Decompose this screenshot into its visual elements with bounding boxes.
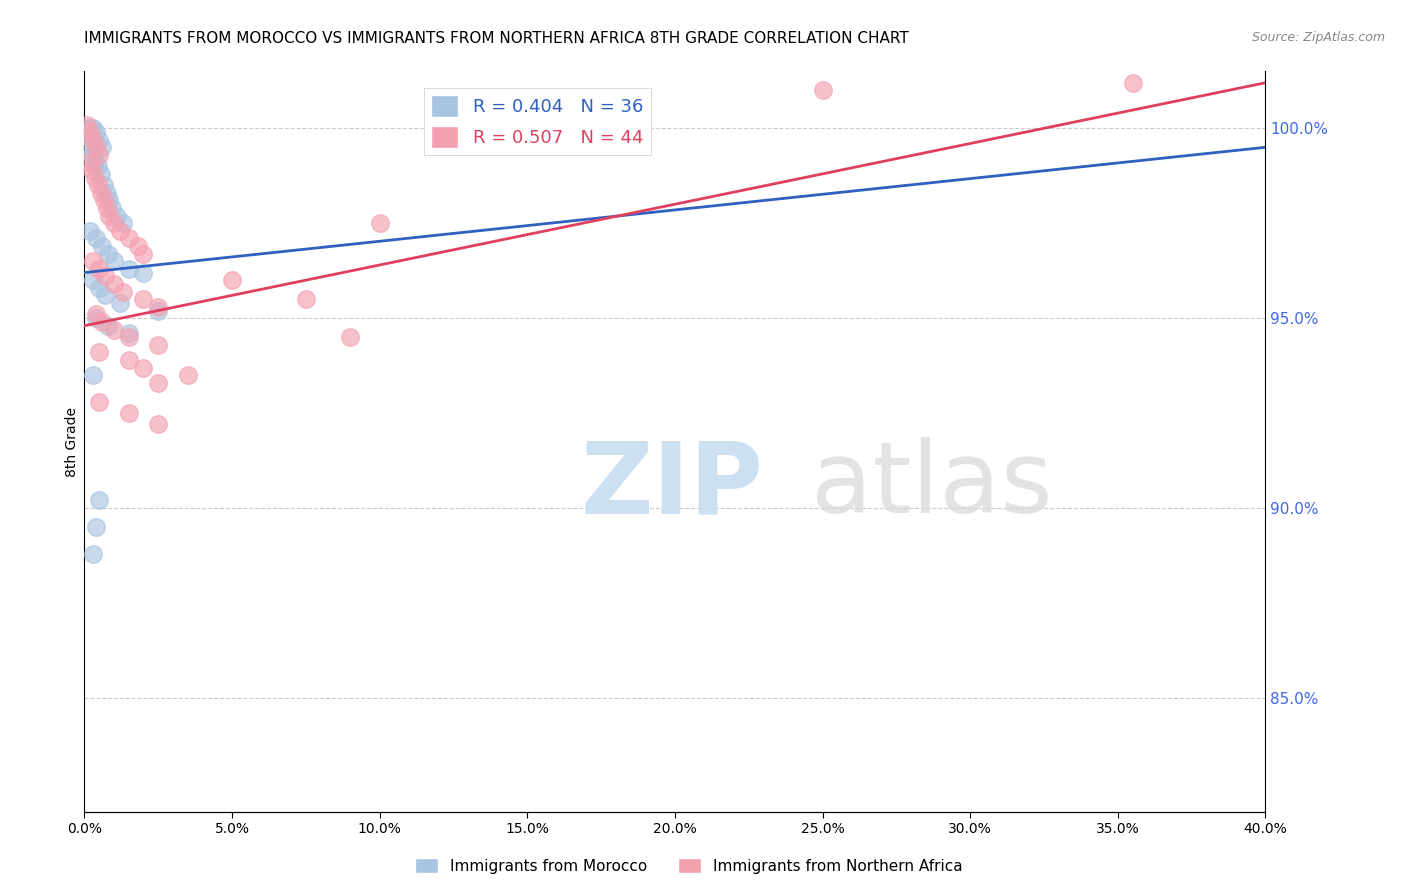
- Point: [148, 337, 170, 351]
- Legend: Immigrants from Morocco, Immigrants from Northern Africa: Immigrants from Morocco, Immigrants from…: [409, 852, 969, 880]
- Point: [103, 277, 125, 291]
- Point: [84, 311, 107, 326]
- Point: [84, 231, 107, 245]
- Point: [97, 318, 120, 333]
- Point: [101, 201, 124, 215]
- Point: [295, 292, 318, 306]
- Point: [98, 209, 121, 223]
- Point: [118, 406, 141, 420]
- Point: [339, 330, 361, 344]
- Point: [94, 288, 117, 302]
- Point: [368, 216, 391, 230]
- Point: [82, 254, 104, 268]
- Point: [97, 246, 120, 260]
- Point: [221, 273, 243, 287]
- Point: [1122, 76, 1144, 90]
- Point: [93, 178, 115, 193]
- Point: [118, 326, 141, 341]
- Point: [108, 296, 131, 310]
- Point: [89, 345, 111, 359]
- Point: [132, 266, 155, 280]
- Point: [82, 547, 104, 561]
- Point: [89, 281, 111, 295]
- Text: atlas: atlas: [811, 437, 1052, 534]
- Point: [86, 178, 108, 193]
- Point: [89, 133, 111, 147]
- Point: [79, 125, 101, 139]
- Point: [80, 163, 103, 178]
- Point: [89, 493, 111, 508]
- Point: [118, 261, 141, 276]
- Point: [98, 194, 121, 208]
- Point: [86, 159, 108, 173]
- Text: ZIP: ZIP: [581, 437, 763, 534]
- Point: [148, 300, 170, 314]
- Point: [89, 394, 111, 409]
- Point: [132, 360, 155, 375]
- Point: [82, 368, 104, 383]
- Text: IMMIGRANTS FROM MOROCCO VS IMMIGRANTS FROM NORTHERN AFRICA 8TH GRADE CORRELATION: IMMIGRANTS FROM MOROCCO VS IMMIGRANTS FR…: [84, 31, 910, 46]
- Point: [80, 148, 103, 162]
- Point: [82, 133, 104, 147]
- Point: [148, 303, 170, 318]
- Point: [91, 140, 114, 154]
- Point: [84, 125, 107, 139]
- Y-axis label: 8th Grade: 8th Grade: [65, 407, 79, 476]
- Point: [82, 273, 104, 287]
- Point: [103, 254, 125, 268]
- Point: [132, 246, 155, 260]
- Point: [90, 186, 112, 200]
- Point: [84, 140, 107, 154]
- Point: [96, 201, 118, 215]
- Point: [118, 231, 141, 245]
- Point: [91, 239, 114, 253]
- Point: [84, 307, 107, 321]
- Point: [94, 269, 117, 284]
- Point: [132, 292, 155, 306]
- Point: [148, 417, 170, 432]
- Point: [77, 140, 100, 154]
- Point: [118, 352, 141, 367]
- Point: [76, 118, 98, 132]
- Point: [89, 148, 111, 162]
- Point: [148, 376, 170, 390]
- Point: [83, 170, 105, 185]
- Legend: R = 0.404   N = 36, R = 0.507   N = 44: R = 0.404 N = 36, R = 0.507 N = 44: [425, 87, 651, 155]
- Point: [84, 520, 107, 534]
- Point: [89, 261, 111, 276]
- Text: Source: ZipAtlas.com: Source: ZipAtlas.com: [1251, 31, 1385, 45]
- Point: [127, 239, 149, 253]
- Point: [177, 368, 200, 383]
- Point: [90, 167, 112, 181]
- Point: [108, 224, 131, 238]
- Point: [79, 121, 101, 136]
- Point: [79, 224, 101, 238]
- Point: [105, 209, 128, 223]
- Point: [93, 194, 115, 208]
- Point: [83, 155, 105, 169]
- Point: [111, 285, 134, 299]
- Point: [91, 315, 114, 329]
- Point: [111, 216, 134, 230]
- Point: [118, 330, 141, 344]
- Point: [77, 155, 100, 169]
- Point: [103, 322, 125, 336]
- Point: [811, 83, 834, 97]
- Point: [82, 121, 104, 136]
- Point: [76, 128, 98, 143]
- Point: [96, 186, 118, 200]
- Point: [103, 216, 125, 230]
